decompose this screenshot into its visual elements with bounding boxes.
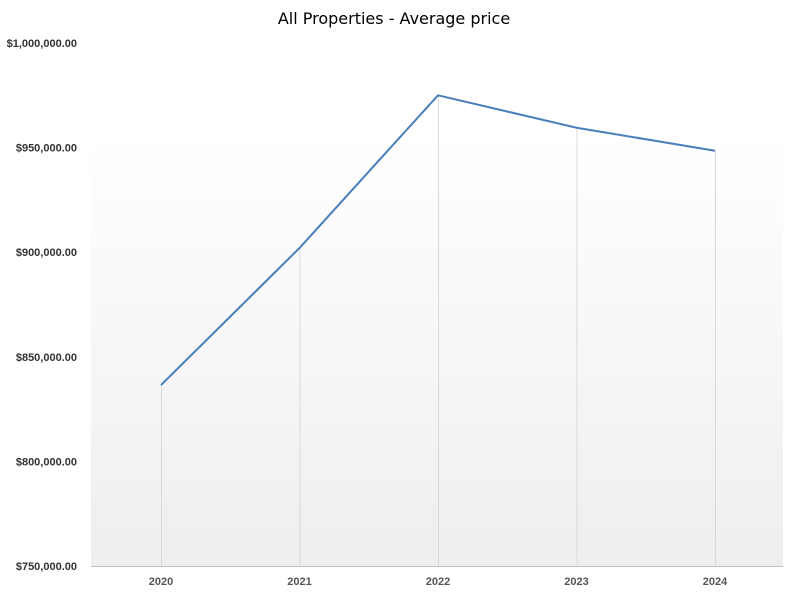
chart-title: All Properties - Average price [277, 9, 511, 28]
x-tick-label: 2023 [564, 576, 588, 588]
y-tick-label: $1,000,000.00 [7, 38, 77, 50]
y-tick-label: $850,000.00 [16, 352, 77, 364]
plot-area-background [91, 135, 783, 566]
y-tick-label: $800,000.00 [16, 456, 77, 468]
x-tick-label: 2022 [426, 576, 450, 588]
x-tick-label: 2021 [287, 576, 311, 588]
x-tick-label: 2024 [703, 576, 728, 588]
x-tick-label: 2020 [149, 576, 173, 588]
y-tick-label: $900,000.00 [16, 247, 77, 259]
y-tick-label: $950,000.00 [16, 143, 77, 155]
y-tick-label: $750,000.00 [16, 561, 77, 573]
